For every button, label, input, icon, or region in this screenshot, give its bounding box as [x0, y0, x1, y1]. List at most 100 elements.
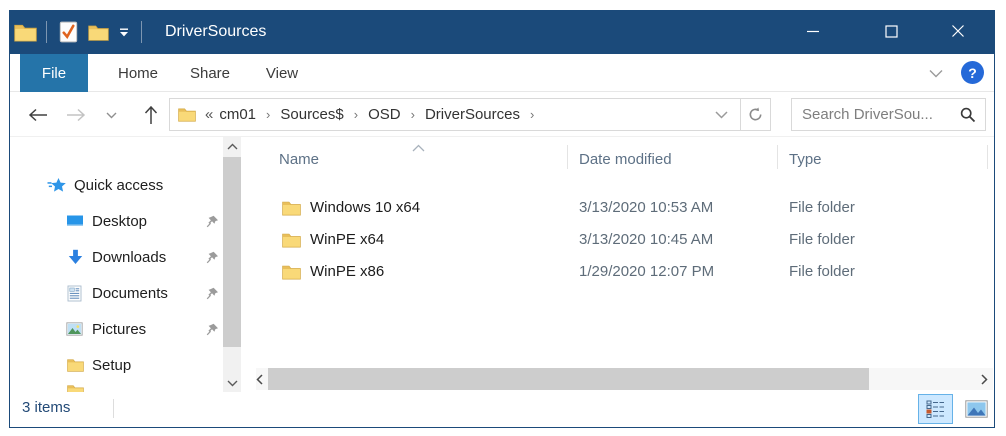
file-name[interactable]: WinPE x64	[310, 231, 385, 248]
pictures-icon	[66, 322, 83, 336]
breadcrumb-separator-icon[interactable]: ›	[353, 107, 359, 122]
sidebar-item-documents[interactable]: Documents	[10, 275, 220, 311]
details-view-icon	[926, 400, 944, 418]
file-name[interactable]: Windows 10 x64	[310, 199, 421, 216]
sidebar-item-partial[interactable]	[10, 383, 220, 392]
scroll-up-chevron-icon[interactable]	[223, 137, 241, 155]
file-date-modified: 3/13/2020 10:53 AM	[579, 199, 714, 216]
sidebar-item-downloads[interactable]: Downloads	[10, 239, 220, 275]
pin-icon	[206, 215, 219, 228]
qat-customize-dropdown-icon[interactable]	[113, 15, 135, 49]
sidebar-item-pictures[interactable]: Pictures	[10, 311, 220, 347]
explorer-window: DriverSources File Home Share View ?	[9, 10, 995, 428]
file-row[interactable]: WinPE x86 1/29/2020 12:07 PM File folder	[256, 257, 994, 289]
navigation-pane: Quick access Desktop	[10, 137, 256, 392]
tab-file[interactable]: File	[20, 54, 88, 92]
address-dropdown-chevron-icon[interactable]	[708, 99, 734, 130]
sidebar-item-quick-access[interactable]: Quick access	[10, 167, 220, 203]
folder-icon	[282, 232, 301, 248]
recent-locations-chevron-icon[interactable]	[100, 100, 122, 130]
navigation-bar: « cm01 › Sources$ › OSD › DriverSources …	[10, 92, 994, 137]
ribbon-tab-row: File Home Share View ?	[10, 54, 994, 92]
scroll-right-chevron-icon[interactable]	[975, 368, 993, 390]
scroll-left-chevron-icon[interactable]	[250, 368, 268, 390]
column-divider[interactable]	[777, 145, 778, 169]
file-row[interactable]: Windows 10 x64 3/13/2020 10:53 AM File f…	[256, 193, 994, 225]
search-input[interactable]: Search DriverSou...	[802, 106, 933, 123]
address-bar[interactable]: « cm01 › Sources$ › OSD › DriverSources …	[169, 98, 771, 131]
search-icon[interactable]	[956, 107, 985, 123]
sidebar-item-setup[interactable]: Setup	[10, 347, 220, 383]
sort-ascending-chevron-icon[interactable]	[412, 139, 425, 157]
file-type: File folder	[789, 199, 855, 216]
refresh-button[interactable]	[740, 99, 770, 130]
column-header-date-modified[interactable]: Date modified	[579, 151, 672, 168]
file-date-modified: 1/29/2020 12:07 PM	[579, 263, 715, 280]
column-header-type[interactable]: Type	[789, 151, 822, 168]
status-divider	[113, 399, 114, 418]
breadcrumb-segment[interactable]: OSD	[368, 106, 401, 123]
items-count: 3 items	[22, 399, 71, 416]
file-type: File folder	[789, 263, 855, 280]
large-icons-view-icon	[965, 400, 988, 418]
app-folder-icon[interactable]	[10, 15, 40, 49]
folder-icon	[67, 384, 84, 392]
window-title: DriverSources	[165, 23, 267, 40]
maximize-button[interactable]	[869, 10, 913, 52]
breadcrumb-segment[interactable]: Sources$	[280, 106, 344, 123]
file-row[interactable]: WinPE x64 3/13/2020 10:45 AM File folder	[256, 225, 994, 257]
scroll-down-chevron-icon[interactable]	[223, 374, 241, 392]
sidebar-scrollbar[interactable]	[223, 137, 241, 392]
details-view-button[interactable]	[918, 394, 953, 424]
file-list: Name Date modified Type Size Windows 10 …	[255, 137, 994, 392]
column-header-name[interactable]: Name	[279, 151, 320, 168]
scrollbar-thumb[interactable]	[268, 368, 869, 390]
address-folder-icon	[178, 107, 196, 122]
downloads-arrow-icon	[68, 249, 83, 265]
sidebar-item-label: Quick access	[74, 176, 164, 194]
up-button[interactable]	[136, 100, 166, 130]
pin-icon	[206, 287, 219, 300]
breadcrumb-separator-icon[interactable]: ›	[529, 107, 535, 122]
column-divider[interactable]	[567, 145, 568, 169]
tab-share[interactable]: Share	[189, 64, 231, 82]
search-box[interactable]: Search DriverSou...	[791, 98, 986, 131]
file-type: File folder	[789, 231, 855, 248]
status-bar: 3 items	[10, 392, 994, 426]
column-divider[interactable]	[987, 145, 988, 169]
expand-ribbon-chevron-icon[interactable]	[924, 62, 948, 84]
file-date-modified: 3/13/2020 10:45 AM	[579, 231, 714, 248]
sidebar-item-label: Setup	[92, 356, 132, 374]
close-button[interactable]	[936, 10, 980, 52]
folder-icon	[282, 200, 301, 216]
title-bar: DriverSources	[10, 10, 994, 54]
tab-view[interactable]: View	[265, 64, 299, 82]
documents-icon	[67, 285, 82, 302]
quick-access-star-icon	[47, 177, 67, 194]
breadcrumb-segment[interactable]: cm01	[219, 106, 257, 123]
large-icons-view-button[interactable]	[959, 394, 994, 424]
breadcrumb-segment[interactable]: DriverSources	[424, 106, 520, 123]
file-name[interactable]: WinPE x86	[310, 263, 385, 280]
horizontal-scrollbar[interactable]	[255, 368, 993, 390]
tab-home[interactable]: Home	[117, 64, 158, 82]
pin-icon	[206, 251, 219, 264]
main-area: Quick access Desktop	[10, 137, 994, 392]
minimize-button[interactable]	[791, 10, 835, 52]
breadcrumb-separator-icon[interactable]: ›	[266, 107, 271, 122]
breadcrumb-separator-icon[interactable]: ›	[410, 107, 415, 122]
qat-divider	[46, 21, 47, 43]
back-button[interactable]	[23, 100, 53, 130]
forward-button[interactable]	[61, 100, 91, 130]
sidebar-item-label: Documents	[92, 284, 168, 302]
scrollbar-thumb[interactable]	[223, 157, 241, 347]
breadcrumb-overflow[interactable]: «	[205, 106, 214, 123]
properties-check-icon[interactable]	[53, 15, 83, 49]
sidebar-item-label: Downloads	[92, 248, 167, 266]
folder-icon	[67, 358, 84, 372]
help-button[interactable]: ?	[961, 61, 984, 84]
pin-icon	[206, 323, 219, 336]
new-folder-icon[interactable]	[83, 15, 113, 49]
sidebar-item-desktop[interactable]: Desktop	[10, 203, 220, 239]
folder-icon	[282, 264, 301, 280]
